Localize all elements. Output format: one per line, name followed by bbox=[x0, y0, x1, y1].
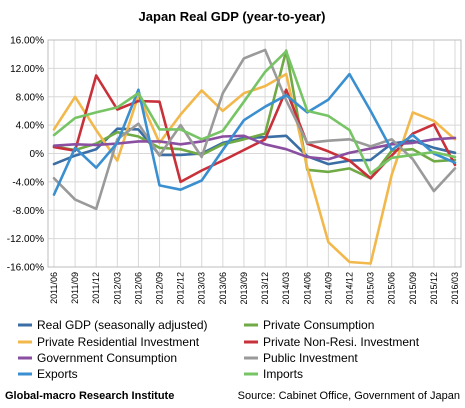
x-tick-label: 2013/03 bbox=[197, 272, 207, 305]
legend-entry: Private Non-Resi. Investment bbox=[244, 335, 420, 349]
legend-label: Exports bbox=[37, 367, 78, 381]
legend-entry: Private Residential Investment bbox=[18, 335, 200, 349]
x-tick-label: 2013/12 bbox=[260, 272, 270, 305]
y-tick-label: 4.00% bbox=[16, 121, 44, 132]
x-tick-label: 2011/06 bbox=[49, 272, 59, 304]
x-tick-label: 2014/03 bbox=[281, 272, 291, 305]
x-tick-label: 2013/09 bbox=[239, 272, 249, 305]
legend: Real GDP (seasonally adjusted) Private Co… bbox=[18, 318, 420, 381]
y-axis: 16.00% 12.00% 8.00% 4.00% 0% -4.00% -8.00% -12.… bbox=[7, 36, 44, 274]
legend-entry: Government Consumption bbox=[18, 351, 177, 365]
chart-title: Japan Real GDP (year-to-year) bbox=[139, 9, 326, 24]
y-tick-label: -16.00% bbox=[7, 263, 44, 274]
y-tick-label: -8.00% bbox=[12, 206, 44, 217]
y-tick-label: 12.00% bbox=[10, 64, 44, 75]
y-tick-label: -4.00% bbox=[12, 177, 44, 188]
legend-label: Imports bbox=[263, 367, 303, 381]
legend-label: Public Investment bbox=[263, 351, 358, 365]
series-line-public-investment bbox=[52, 48, 457, 211]
legend-entry: Public Investment bbox=[244, 351, 358, 365]
x-tick-label: 2014/09 bbox=[323, 272, 333, 305]
x-tick-label: 2012/06 bbox=[133, 272, 143, 305]
x-tick-label: 2011/09 bbox=[70, 272, 80, 304]
series-line-private-residential-investment bbox=[52, 72, 457, 265]
x-tick-label: 2012/03 bbox=[112, 272, 122, 305]
x-axis: 2011/06 2011/09 2011/12 2012/03 2012/06 2012/… bbox=[49, 272, 460, 305]
legend-entry: Real GDP (seasonally adjusted) bbox=[18, 318, 208, 332]
x-tick-label: 2014/12 bbox=[344, 272, 354, 305]
x-tick-label: 2011/12 bbox=[91, 272, 101, 304]
footer-source: Source: Cabinet Office, Government of Ja… bbox=[238, 390, 460, 402]
series-line-imports bbox=[52, 49, 457, 175]
series-line-exports bbox=[52, 72, 457, 196]
x-tick-label: 2014/06 bbox=[302, 272, 312, 305]
y-tick-label: 0% bbox=[30, 149, 45, 160]
x-tick-label: 2012/12 bbox=[176, 272, 186, 305]
footer-institute: Global-macro Research Institute bbox=[5, 390, 174, 402]
plot-area bbox=[47, 39, 462, 268]
legend-entry: Imports bbox=[244, 367, 303, 381]
x-tick-label: 2015/03 bbox=[366, 272, 376, 305]
x-tick-label: 2012/09 bbox=[155, 272, 165, 305]
legend-label: Private Non-Resi. Investment bbox=[263, 335, 420, 349]
x-tick-label: 2015/06 bbox=[387, 272, 397, 305]
x-tick-label: 2015/09 bbox=[408, 272, 418, 305]
legend-entry: Exports bbox=[18, 367, 78, 381]
y-tick-label: -12.00% bbox=[7, 234, 44, 245]
series-group bbox=[52, 48, 457, 265]
x-tick-label: 2013/06 bbox=[218, 272, 228, 305]
x-tick-label: 2016/03 bbox=[450, 272, 460, 305]
legend-label: Private Consumption bbox=[263, 318, 374, 332]
legend-entry: Private Consumption bbox=[244, 318, 374, 332]
legend-label: Real GDP (seasonally adjusted) bbox=[37, 318, 208, 332]
x-tick-label: 2015/12 bbox=[429, 272, 439, 305]
y-tick-label: 8.00% bbox=[16, 92, 44, 103]
y-tick-label: 16.00% bbox=[10, 36, 44, 47]
legend-label: Private Residential Investment bbox=[37, 335, 200, 349]
legend-label: Government Consumption bbox=[37, 351, 177, 365]
